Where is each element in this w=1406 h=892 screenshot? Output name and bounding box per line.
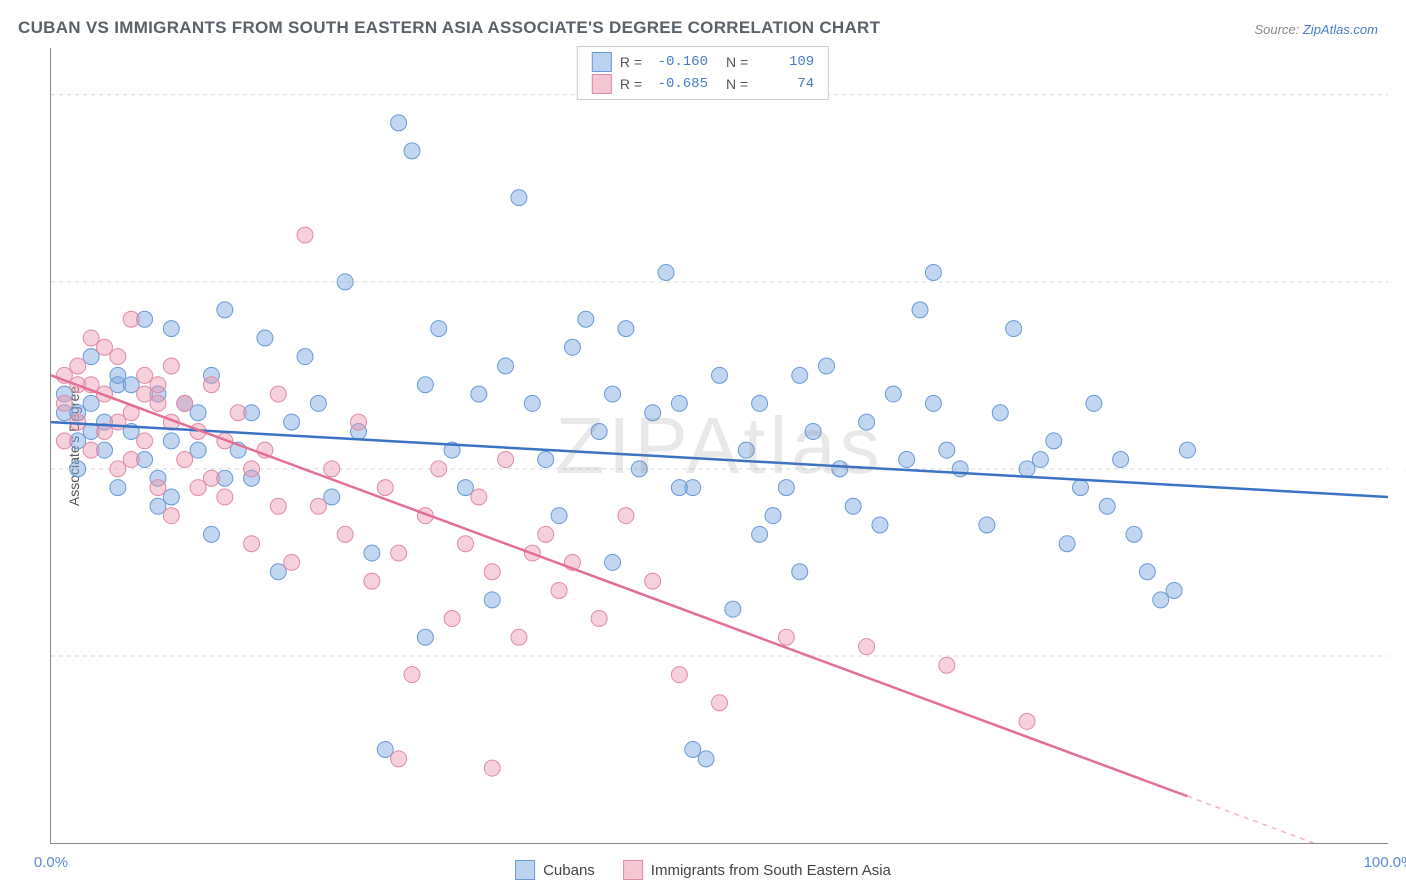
series-legend: Cubans Immigrants from South Eastern Asi… (515, 860, 891, 880)
scatter-plot-svg (51, 48, 1388, 843)
source-link[interactable]: ZipAtlas.com (1303, 22, 1378, 37)
x-tick-label-max: 100.0% (1364, 854, 1406, 871)
legend-row-series-2: R = -0.685 N = 74 (592, 73, 814, 95)
correlation-legend: R = -0.160 N = 109 R = -0.685 N = 74 (577, 46, 829, 100)
legend-row-series-1: R = -0.160 N = 109 (592, 51, 814, 73)
n-label-1: N = (726, 51, 748, 73)
legend-item-2: Immigrants from South Eastern Asia (623, 860, 891, 880)
r-label-2: R = (620, 73, 642, 95)
chart-title: CUBAN VS IMMIGRANTS FROM SOUTH EASTERN A… (18, 18, 880, 38)
n-value-2: 74 (756, 73, 814, 95)
legend-label-2: Immigrants from South Eastern Asia (651, 862, 891, 879)
source-attribution: Source: ZipAtlas.com (1254, 22, 1378, 37)
swatch-series-1 (592, 52, 612, 72)
plot-area: ZIPAtlas 20.0%40.0%60.0%80.0%0.0%100.0% (50, 48, 1388, 844)
swatch-bottom-2 (623, 860, 643, 880)
swatch-series-2 (592, 74, 612, 94)
x-tick-label-min: 0.0% (34, 854, 68, 871)
n-value-1: 109 (756, 51, 814, 73)
r-value-2: -0.685 (650, 73, 708, 95)
n-label-2: N = (726, 73, 748, 95)
legend-label-1: Cubans (543, 862, 595, 879)
r-label-1: R = (620, 51, 642, 73)
r-value-1: -0.160 (650, 51, 708, 73)
source-prefix: Source: (1254, 22, 1302, 37)
swatch-bottom-1 (515, 860, 535, 880)
legend-item-1: Cubans (515, 860, 595, 880)
chart-container: CUBAN VS IMMIGRANTS FROM SOUTH EASTERN A… (0, 0, 1406, 892)
